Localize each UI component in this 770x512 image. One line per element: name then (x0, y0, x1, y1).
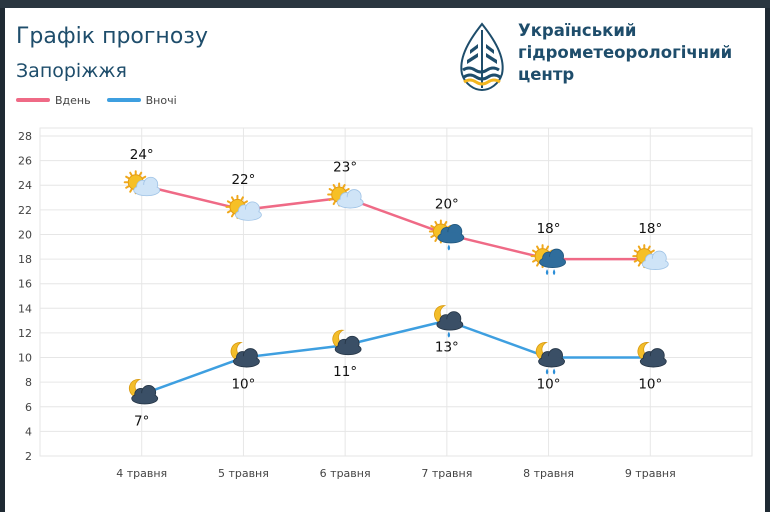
y-tick-label: 4 (25, 425, 32, 438)
y-tick-label: 26 (18, 155, 32, 168)
cloud-icon (233, 348, 260, 368)
night-value-label: 11° (333, 364, 357, 380)
y-tick-label: 12 (18, 327, 32, 340)
chart-legend: Вдень Вночі (16, 92, 193, 108)
city-name: Запоріжжя (16, 60, 127, 82)
cloud-icon (235, 201, 262, 221)
legend-label-day: Вдень (55, 93, 91, 107)
night-value-label: 13° (435, 340, 459, 356)
moon-cloud-icon (637, 342, 667, 368)
moon-cloud-icon (230, 342, 260, 368)
x-tick-label: 8 травня (523, 467, 574, 480)
rain-drops-icon (545, 368, 556, 375)
browser-top-strip (0, 0, 770, 8)
x-tick-label: 7 травня (421, 467, 472, 480)
page-title: Графік прогнозу (16, 24, 208, 49)
moon-rain-cloud-icon (434, 305, 464, 338)
legend-swatch-night (106, 98, 141, 102)
night-series-line (141, 319, 651, 396)
weather-icons (123, 170, 669, 405)
legend-swatch-day (16, 98, 50, 102)
rain-drops-icon (447, 244, 451, 251)
cloud-icon (436, 311, 464, 331)
moon-rain-cloud-icon (535, 342, 565, 375)
organization-name: Український гідрометеорологічний центр (518, 20, 732, 86)
org-line-3: центр (518, 65, 575, 84)
y-tick-label: 2 (25, 450, 32, 463)
chart-grid (39, 127, 753, 457)
cloud-icon (437, 224, 465, 244)
y-tick-label: 20 (18, 228, 32, 241)
rain-drops-icon (447, 331, 451, 338)
y-tick-label: 18 (18, 253, 32, 266)
cloud-icon (133, 176, 161, 197)
night-value-label: 10° (231, 377, 255, 393)
x-tick-label: 6 травня (320, 467, 371, 480)
value-labels: 24° 22° 23° 20° 18° 18° 7° 10° 11° 13° 10° 10° (130, 147, 663, 429)
legend-item-day[interactable]: Вдень (16, 94, 91, 107)
sun-cloud-icon (123, 170, 161, 197)
x-tick-label: 4 травня (116, 467, 167, 480)
y-tick-label: 10 (18, 352, 32, 365)
moon-cloud-icon (332, 329, 362, 356)
org-line-2: гідрометеорологічний (518, 43, 733, 62)
sun-rain-cloud-icon (428, 219, 465, 251)
sun-cloud-icon (225, 194, 262, 221)
x-axis: 4 травня 5 травня 6 травня 7 травня 8 травня… (116, 467, 675, 480)
cloud-icon (334, 335, 362, 356)
y-tick-label: 6 (25, 401, 32, 414)
legend-label-night: Вночі (145, 93, 177, 107)
day-value-label: 24° (130, 147, 154, 163)
day-value-label: 20° (435, 196, 459, 212)
y-tick-label: 24 (18, 179, 32, 192)
y-tick-label: 28 (18, 130, 32, 143)
legend-item-night[interactable]: Вночі (106, 93, 177, 107)
day-value-label: 23° (333, 160, 357, 176)
sun-cloud-icon (632, 244, 669, 270)
cloud-icon (336, 189, 364, 209)
night-value-label: 10° (638, 377, 662, 393)
night-value-label: 10° (537, 377, 561, 393)
sun-rain-cloud-icon (530, 244, 566, 276)
night-value-label: 7° (134, 413, 149, 429)
y-tick-label: 8 (25, 376, 32, 389)
day-value-label: 18° (638, 221, 662, 237)
org-line-1: Український (518, 21, 637, 40)
ugmc-logo-icon (460, 22, 504, 92)
day-value-label: 18° (537, 221, 561, 237)
series-lines (138, 182, 654, 398)
cloud-icon (131, 385, 159, 405)
y-tick-label: 16 (18, 278, 32, 291)
x-tick-label: 9 травня (625, 467, 676, 480)
moon-cloud-icon (128, 379, 159, 405)
cloud-icon (639, 348, 667, 368)
cloud-icon (538, 348, 565, 368)
day-value-label: 22° (231, 172, 255, 188)
cloud-icon (539, 248, 566, 268)
day-series-line (141, 184, 651, 261)
y-tick-label: 22 (18, 204, 32, 217)
rain-drops-icon (545, 269, 556, 276)
cloud-icon (641, 250, 669, 270)
sun-cloud-icon (327, 182, 364, 209)
y-tick-label: 14 (18, 302, 32, 315)
x-tick-label: 5 травня (218, 467, 269, 480)
